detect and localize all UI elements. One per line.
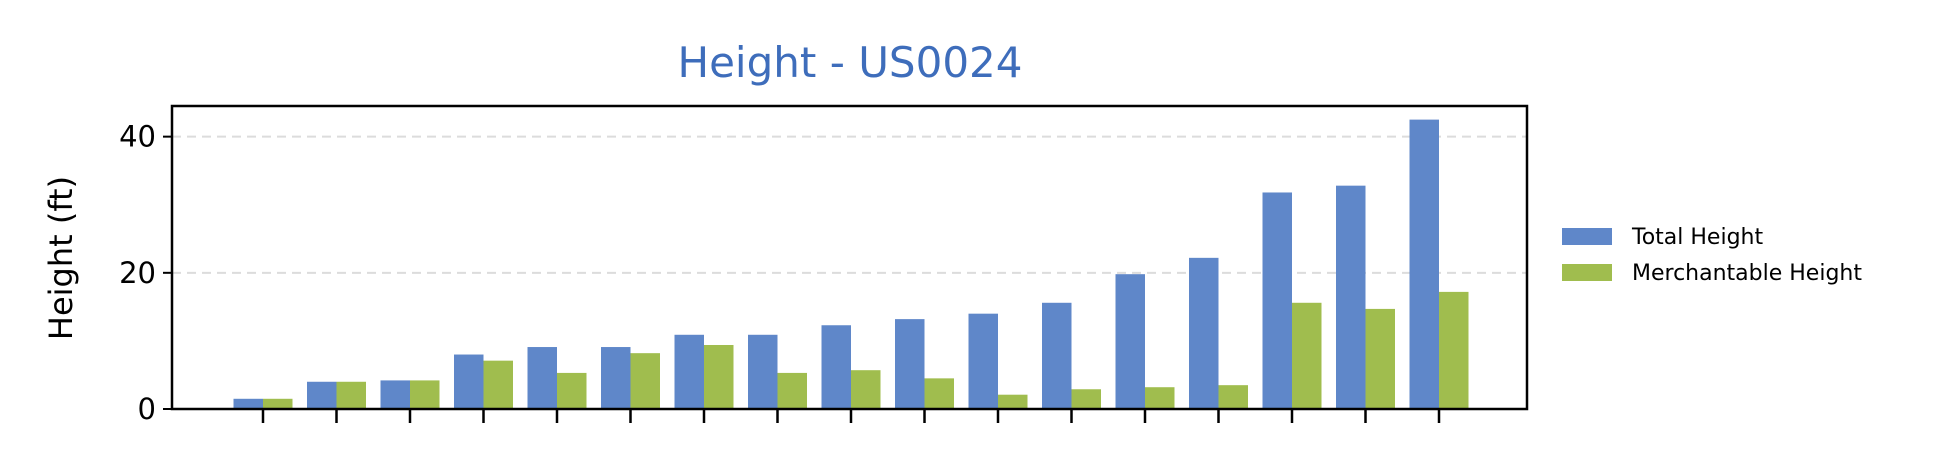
- bar-merchantable-height: [1145, 387, 1175, 409]
- y-axis-label: Height (ft): [42, 176, 80, 340]
- bar-merchantable-height: [851, 370, 881, 409]
- bar-total-height: [380, 380, 410, 409]
- gridlines: [172, 135, 1527, 274]
- bar-merchantable-height: [1218, 385, 1248, 409]
- bar-merchantable-height: [410, 380, 440, 409]
- bar-total-height: [1262, 192, 1292, 409]
- bar-total-height: [821, 325, 851, 409]
- legend: Total Height Merchantable Height: [1562, 225, 1862, 286]
- bar-merchantable-height: [1365, 308, 1395, 409]
- bar-merchantable-height: [1439, 291, 1469, 409]
- bar-merchantable-height: [1071, 389, 1101, 409]
- legend-label: Total Height: [1631, 225, 1763, 250]
- bar-total-height: [895, 319, 925, 409]
- bar-total-height: [1115, 274, 1145, 409]
- bar-total-height: [454, 354, 484, 409]
- y-tick-label: 20: [119, 256, 156, 290]
- legend-swatch: [1562, 264, 1612, 281]
- bar-merchantable-height: [1292, 302, 1322, 409]
- plot-frame: [170, 104, 1529, 411]
- y-tick-label: 0: [138, 392, 156, 426]
- bar-total-height: [748, 334, 778, 409]
- bar-merchantable-height: [557, 372, 587, 409]
- bar-merchantable-height: [777, 372, 807, 409]
- legend-label: Merchantable Height: [1632, 261, 1862, 286]
- bar-merchantable-height: [263, 398, 293, 409]
- bar-merchantable-height: [704, 344, 734, 409]
- bar-merchantable-height: [630, 353, 660, 409]
- bar-merchantable-height: [336, 381, 366, 409]
- bars: [233, 119, 1469, 409]
- bar-total-height: [233, 398, 263, 409]
- bar-total-height: [674, 334, 704, 409]
- bar-total-height: [968, 313, 998, 409]
- bar-total-height: [1409, 119, 1439, 409]
- bar-merchantable-height: [924, 378, 954, 409]
- bar-total-height: [1336, 185, 1366, 409]
- bar-merchantable-height: [483, 360, 513, 409]
- chart-title: Height - US0024: [678, 38, 1023, 87]
- y-axis: 0 20 40: [119, 120, 172, 426]
- bar-merchantable-height: [998, 394, 1028, 409]
- bar-total-height: [601, 347, 631, 409]
- y-tick-label: 40: [119, 120, 156, 154]
- legend-swatch: [1562, 228, 1612, 245]
- bar-total-height: [307, 381, 337, 409]
- bar-total-height: [1042, 302, 1072, 409]
- bar-total-height: [1189, 257, 1219, 409]
- x-axis: [261, 409, 1441, 423]
- bar-total-height: [527, 347, 557, 409]
